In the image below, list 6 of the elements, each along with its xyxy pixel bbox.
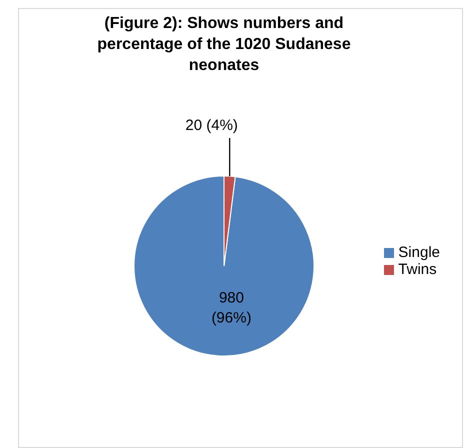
legend-label: Single [398,244,440,261]
pie-slice [134,176,314,356]
chart-title: (Figure 2): Shows numbers and percentage of the 1020 Sudanese neonates [96,14,352,76]
data-label: 980 (96%) [211,289,252,326]
data-label: 20 (4%) [185,117,238,134]
legend-label: Twins [398,261,437,278]
